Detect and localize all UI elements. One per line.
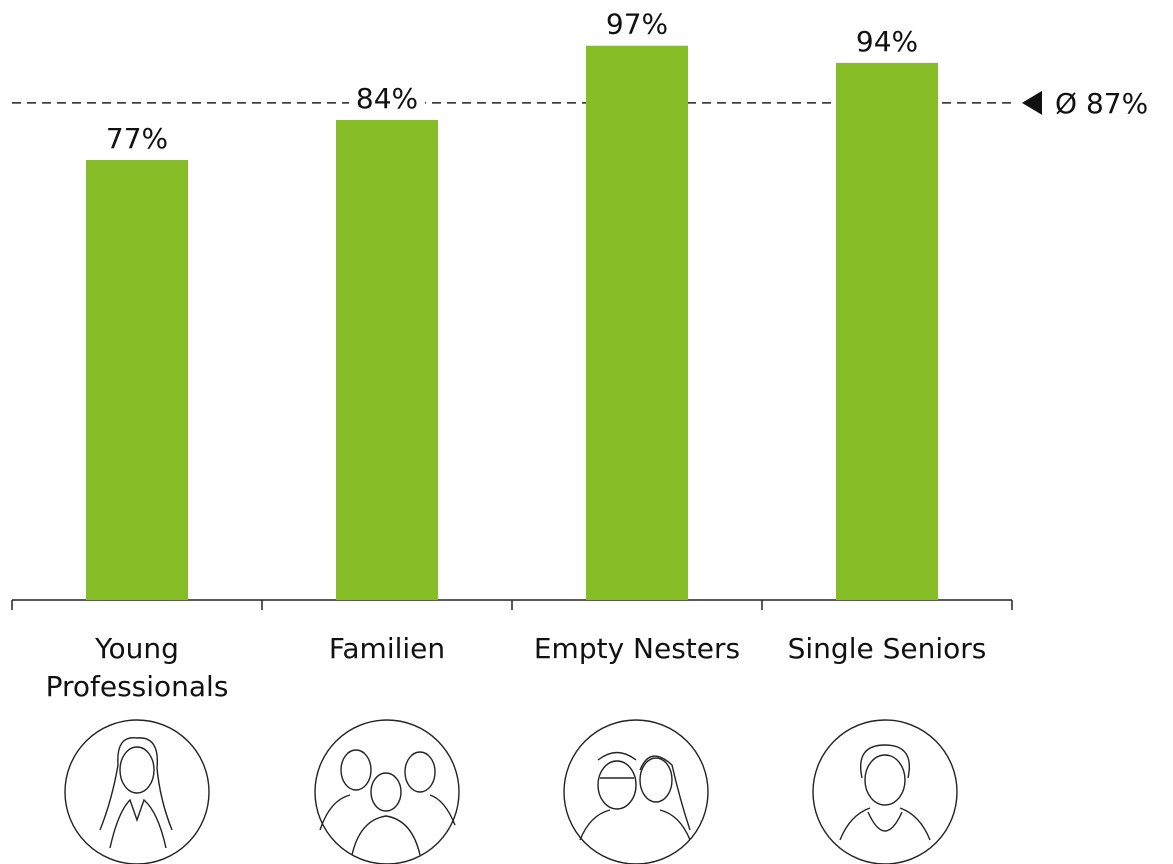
- value-label: 97%: [606, 8, 668, 41]
- x-tick-label: Familien: [262, 630, 512, 668]
- bar: [86, 160, 188, 600]
- icon-single-senior: [813, 720, 957, 864]
- page: {"chart_data": {"type": "bar", "categori…: [0, 0, 1173, 864]
- icon-family: [315, 720, 459, 864]
- average-marker: [1022, 91, 1042, 115]
- chart: Ø 87% 77% 84% 97% 94%: [0, 0, 1173, 864]
- persona-icons: [65, 720, 957, 864]
- x-tick-label: Empty Nesters: [512, 630, 762, 668]
- value-label: 77%: [106, 122, 168, 155]
- x-tick-label: Young Professionals: [12, 630, 262, 706]
- x-tick-label: Single Seniors: [762, 630, 1012, 668]
- bar: [336, 120, 438, 600]
- value-label: 84%: [356, 82, 418, 115]
- bar: [836, 63, 938, 600]
- bar: [586, 46, 688, 600]
- icon-empty-nesters: [564, 720, 708, 864]
- average-label: Ø 87%: [1055, 87, 1148, 120]
- value-label: 94%: [856, 25, 918, 58]
- icon-young-professional: [65, 720, 209, 864]
